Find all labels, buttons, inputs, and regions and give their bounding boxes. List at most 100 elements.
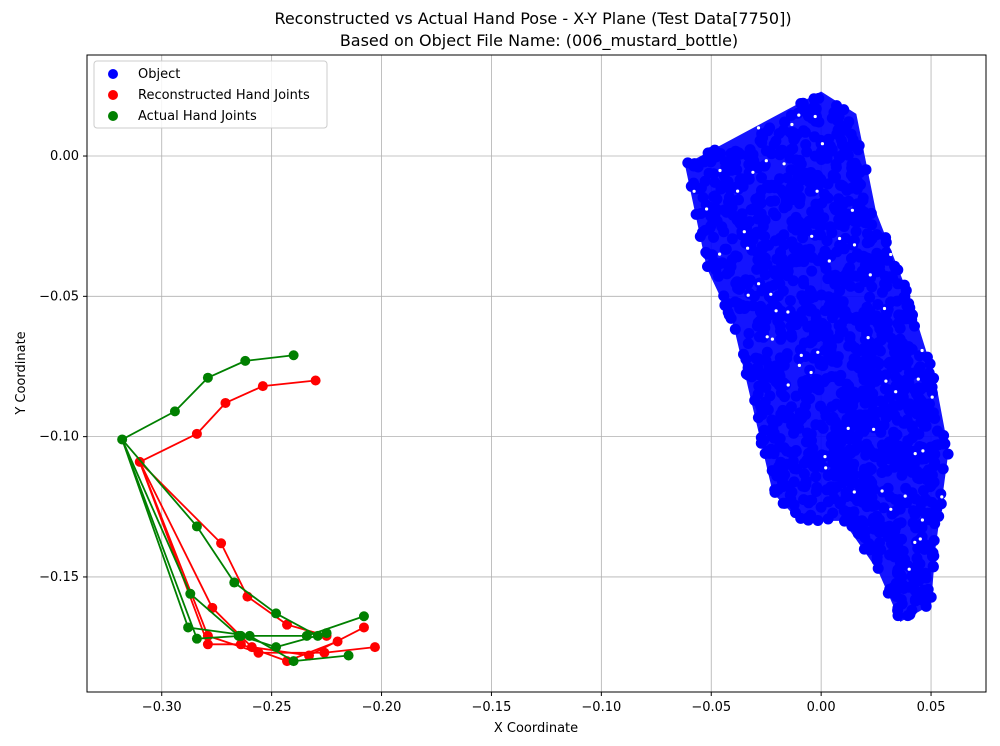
object-gap (692, 189, 696, 193)
object-gap (894, 390, 898, 394)
object-point (785, 320, 797, 332)
hand-bone-line (139, 433, 198, 463)
y-tick-label: −0.10 (39, 430, 79, 445)
object-point (870, 369, 882, 381)
legend-label-object: Object (138, 67, 180, 82)
object-point (872, 299, 884, 310)
actual-hand-series (117, 350, 369, 667)
object-point (685, 180, 697, 192)
hand-joint-point (244, 630, 255, 641)
object-point (899, 559, 911, 571)
x-tick-label: 0.05 (917, 700, 946, 715)
object-point (726, 152, 738, 164)
hand-bone-line (196, 525, 236, 584)
hand-joint-point (191, 428, 202, 439)
object-point (863, 538, 875, 550)
object-point (747, 203, 759, 215)
hand-joint-point (304, 650, 315, 661)
x-tick-label: 0.00 (807, 700, 836, 715)
object-point (843, 340, 855, 352)
object-point (844, 262, 856, 273)
object-point (928, 507, 940, 519)
object-point (840, 429, 852, 441)
object-point (932, 425, 943, 437)
object-point (909, 585, 921, 597)
object-point (895, 351, 907, 363)
hand-joint-point (369, 642, 380, 653)
hand-joint-point (235, 630, 246, 641)
object-point (909, 595, 921, 607)
object-point (899, 343, 911, 354)
object-gap (903, 494, 907, 498)
object-point (797, 97, 809, 109)
object-point (850, 354, 862, 366)
object-gap (718, 252, 722, 256)
object-point (776, 144, 788, 156)
hand-joint-point (271, 642, 282, 653)
object-point (822, 328, 834, 340)
object-gap (797, 113, 801, 117)
object-point (753, 369, 765, 381)
object-point (880, 236, 892, 248)
object-point (913, 428, 925, 440)
object-gap (815, 189, 819, 193)
object-point (797, 376, 809, 388)
object-gap (774, 309, 778, 313)
object-point (768, 207, 779, 219)
hand-joint-point (207, 602, 218, 613)
object-point-cloud (682, 91, 954, 622)
object-point (743, 328, 755, 339)
object-point (860, 309, 872, 321)
object-gap (756, 126, 761, 130)
object-gap (872, 427, 876, 431)
object-point (928, 535, 940, 546)
object-point (852, 430, 864, 441)
object-point (744, 288, 756, 300)
object-point (854, 480, 866, 492)
object-point (811, 481, 823, 493)
object-gap (810, 234, 814, 238)
hand-bone-line (225, 385, 264, 404)
hand-joint-point (253, 647, 264, 658)
object-point (859, 390, 871, 401)
object-point (920, 420, 932, 432)
object-gap (823, 455, 827, 459)
object-point (892, 518, 904, 530)
x-axis-label: X Coordinate (494, 721, 578, 736)
object-point (857, 442, 869, 454)
object-point (754, 228, 766, 240)
object-point (880, 410, 892, 422)
object-point (866, 346, 878, 358)
hand-joint-point (229, 577, 240, 588)
object-gap (921, 449, 925, 453)
object-point (927, 561, 939, 573)
object-gap (846, 426, 850, 430)
object-point (708, 231, 719, 243)
object-point (756, 241, 768, 252)
object-point (737, 227, 748, 239)
object-point (837, 386, 849, 398)
hand-joint-point (240, 355, 251, 366)
object-point (779, 116, 791, 128)
object-point (913, 363, 925, 374)
object-point (942, 448, 954, 460)
object-point (913, 392, 925, 404)
object-point (904, 367, 915, 379)
object-point (863, 336, 875, 348)
object-point (935, 488, 947, 500)
hand-bone-line (121, 439, 192, 595)
hand-bone-line (121, 439, 198, 639)
object-point (903, 378, 915, 389)
hand-joint-point (134, 456, 145, 467)
object-point (700, 246, 712, 258)
object-point (860, 409, 871, 421)
object-point (804, 337, 816, 349)
object-point (764, 122, 776, 134)
object-point (726, 164, 737, 176)
object-point (863, 476, 874, 488)
object-point (786, 331, 798, 343)
x-axis: −0.30 −0.25 −0.20 −0.15 −0.10 −0.05 0.00 0.05 (142, 692, 946, 715)
object-point (815, 154, 827, 165)
reconstructed-hand-series (134, 375, 380, 667)
object-point (788, 427, 800, 439)
